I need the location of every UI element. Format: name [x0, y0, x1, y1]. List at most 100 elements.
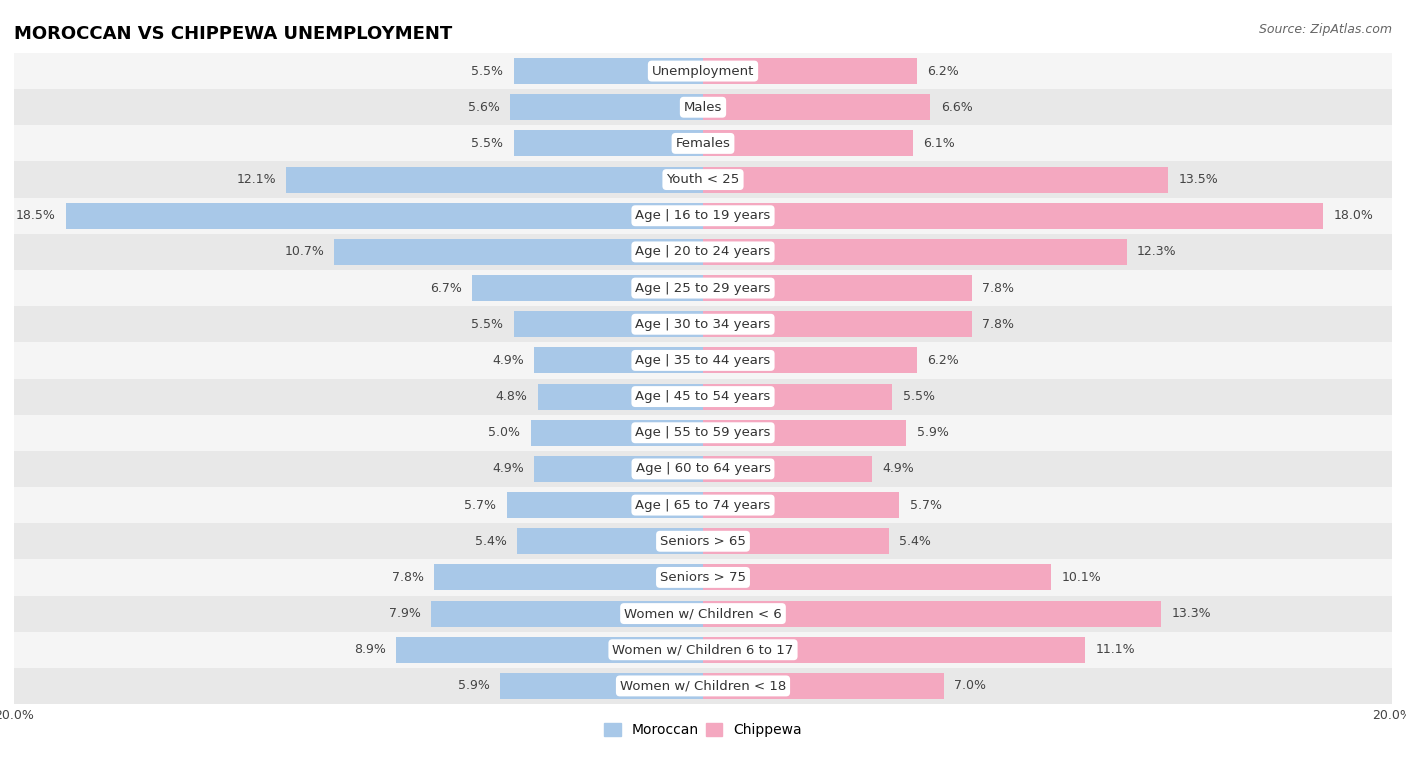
Bar	[14, 234, 1392, 270]
Text: 5.5%: 5.5%	[471, 318, 503, 331]
Text: Women w/ Children < 18: Women w/ Children < 18	[620, 680, 786, 693]
Text: 4.9%: 4.9%	[492, 354, 524, 367]
Bar	[430, 600, 703, 627]
Text: 4.9%: 4.9%	[492, 463, 524, 475]
Text: 6.7%: 6.7%	[430, 282, 461, 294]
Text: Youth < 25: Youth < 25	[666, 173, 740, 186]
Bar	[703, 311, 972, 338]
Text: 4.8%: 4.8%	[495, 390, 527, 403]
Bar	[14, 53, 1392, 89]
Bar	[703, 94, 931, 120]
Bar	[513, 58, 703, 84]
Bar	[14, 342, 1392, 378]
Bar	[703, 167, 1168, 192]
Text: Age | 25 to 29 years: Age | 25 to 29 years	[636, 282, 770, 294]
Bar	[703, 347, 917, 373]
Bar	[703, 673, 945, 699]
Bar	[703, 239, 1126, 265]
Text: 13.3%: 13.3%	[1171, 607, 1211, 620]
Text: 5.6%: 5.6%	[468, 101, 499, 114]
Bar	[513, 130, 703, 157]
Bar	[14, 451, 1392, 487]
Bar	[14, 668, 1392, 704]
Bar	[537, 384, 703, 410]
Text: 12.1%: 12.1%	[236, 173, 276, 186]
Bar	[534, 347, 703, 373]
Text: 7.8%: 7.8%	[981, 318, 1014, 331]
Text: Unemployment: Unemployment	[652, 64, 754, 77]
Text: Age | 35 to 44 years: Age | 35 to 44 years	[636, 354, 770, 367]
Text: Age | 45 to 54 years: Age | 45 to 54 years	[636, 390, 770, 403]
Text: 5.4%: 5.4%	[475, 534, 506, 548]
Text: 6.2%: 6.2%	[927, 64, 959, 77]
Bar	[14, 631, 1392, 668]
Bar	[434, 565, 703, 590]
Text: 7.9%: 7.9%	[388, 607, 420, 620]
Bar	[703, 419, 907, 446]
Bar	[14, 89, 1392, 126]
Text: 18.0%: 18.0%	[1333, 209, 1374, 223]
Bar	[703, 492, 900, 518]
Text: 10.7%: 10.7%	[284, 245, 323, 258]
Text: 4.9%: 4.9%	[882, 463, 914, 475]
Text: Women w/ Children 6 to 17: Women w/ Children 6 to 17	[613, 643, 793, 656]
Text: Age | 30 to 34 years: Age | 30 to 34 years	[636, 318, 770, 331]
Text: 5.4%: 5.4%	[900, 534, 931, 548]
Text: 13.5%: 13.5%	[1178, 173, 1218, 186]
Text: Age | 16 to 19 years: Age | 16 to 19 years	[636, 209, 770, 223]
Text: 6.2%: 6.2%	[927, 354, 959, 367]
Text: 5.5%: 5.5%	[471, 64, 503, 77]
Text: 8.9%: 8.9%	[354, 643, 387, 656]
Text: 5.9%: 5.9%	[457, 680, 489, 693]
Text: Age | 65 to 74 years: Age | 65 to 74 years	[636, 499, 770, 512]
Text: 7.0%: 7.0%	[955, 680, 987, 693]
Text: Age | 20 to 24 years: Age | 20 to 24 years	[636, 245, 770, 258]
Bar	[703, 275, 972, 301]
Bar	[287, 167, 703, 192]
Bar	[14, 198, 1392, 234]
Bar	[14, 306, 1392, 342]
Bar	[506, 492, 703, 518]
Bar	[66, 203, 703, 229]
Text: Source: ZipAtlas.com: Source: ZipAtlas.com	[1258, 23, 1392, 36]
Text: 5.7%: 5.7%	[464, 499, 496, 512]
Bar	[14, 415, 1392, 451]
Bar	[14, 559, 1392, 596]
Text: Age | 55 to 59 years: Age | 55 to 59 years	[636, 426, 770, 439]
Bar	[703, 58, 917, 84]
Bar	[14, 596, 1392, 631]
Text: 10.1%: 10.1%	[1062, 571, 1101, 584]
Bar	[14, 378, 1392, 415]
Text: 6.6%: 6.6%	[941, 101, 973, 114]
Bar	[14, 487, 1392, 523]
Text: 7.8%: 7.8%	[981, 282, 1014, 294]
Bar	[703, 456, 872, 482]
Text: 5.7%: 5.7%	[910, 499, 942, 512]
Bar	[335, 239, 703, 265]
Text: 11.1%: 11.1%	[1095, 643, 1135, 656]
Text: MOROCCAN VS CHIPPEWA UNEMPLOYMENT: MOROCCAN VS CHIPPEWA UNEMPLOYMENT	[14, 25, 453, 43]
Text: Age | 60 to 64 years: Age | 60 to 64 years	[636, 463, 770, 475]
Bar	[14, 523, 1392, 559]
Bar	[472, 275, 703, 301]
Text: Seniors > 65: Seniors > 65	[659, 534, 747, 548]
Text: 12.3%: 12.3%	[1137, 245, 1177, 258]
Bar	[703, 203, 1323, 229]
Bar	[14, 270, 1392, 306]
Bar	[534, 456, 703, 482]
Bar	[703, 565, 1050, 590]
Text: 6.1%: 6.1%	[924, 137, 955, 150]
Bar	[531, 419, 703, 446]
Bar	[513, 311, 703, 338]
Legend: Moroccan, Chippewa: Moroccan, Chippewa	[599, 718, 807, 743]
Bar	[703, 130, 912, 157]
Bar	[703, 384, 893, 410]
Bar	[703, 528, 889, 554]
Text: Women w/ Children < 6: Women w/ Children < 6	[624, 607, 782, 620]
Text: Females: Females	[675, 137, 731, 150]
Text: 5.9%: 5.9%	[917, 426, 949, 439]
Text: Seniors > 75: Seniors > 75	[659, 571, 747, 584]
Text: 7.8%: 7.8%	[392, 571, 425, 584]
Text: 5.5%: 5.5%	[471, 137, 503, 150]
Bar	[396, 637, 703, 663]
